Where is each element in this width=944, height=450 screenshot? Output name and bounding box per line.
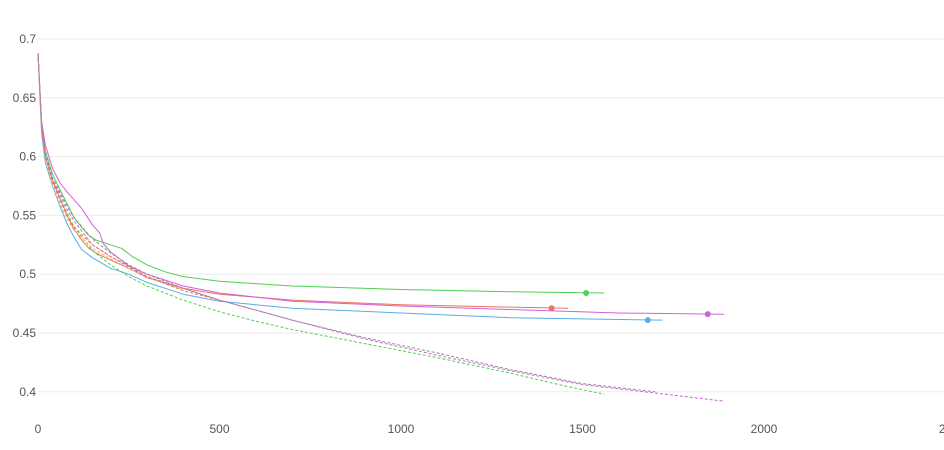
y-tick-label: 0.55: [13, 208, 37, 222]
x-axis-ticks: 0 500 1000 1500 2000 25: [35, 422, 944, 436]
y-axis-ticks: 0.7 0.65 0.6 0.55 0.5 0.45 0.4: [13, 32, 37, 399]
series-line-2: [37, 53, 725, 315]
series-end-point: [644, 317, 651, 324]
series-line-0: [37, 53, 605, 294]
x-tick-label: 2000: [751, 422, 778, 436]
y-tick-label: 0.4: [19, 385, 36, 399]
x-tick-label: 1000: [388, 422, 415, 436]
series-line-5: [37, 53, 725, 402]
x-tick-label: 25: [939, 422, 944, 436]
series-line-4: [37, 53, 605, 395]
x-tick-label: 1500: [569, 422, 596, 436]
grid: [38, 38, 944, 393]
x-tick-label: 500: [209, 422, 229, 436]
series-end-point: [704, 311, 711, 318]
series-end-point: [583, 290, 590, 297]
series-line-3: [37, 53, 663, 321]
series-line-6: [37, 53, 656, 393]
x-tick-label: 0: [35, 422, 42, 436]
y-tick-label: 0.6: [19, 150, 36, 164]
series-end-point: [548, 305, 555, 312]
y-tick-label: 0.45: [13, 326, 37, 340]
y-tick-label: 0.7: [19, 32, 36, 46]
y-tick-label: 0.5: [19, 267, 36, 281]
series-line-8: [37, 53, 220, 301]
series-line-7: [37, 53, 184, 290]
y-tick-label: 0.65: [13, 91, 37, 105]
series-lines: [37, 53, 725, 402]
series-end-markers: [548, 290, 711, 324]
